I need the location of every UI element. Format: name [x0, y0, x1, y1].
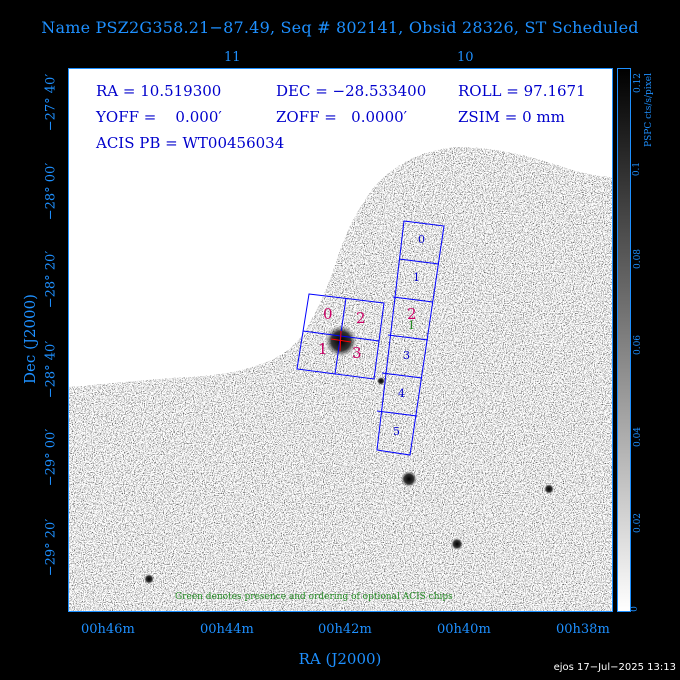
- acis-s-chip-label: 2: [407, 305, 417, 323]
- y-axis-title: Dec (J2000): [21, 294, 39, 384]
- colorbar-tick: 0.02: [633, 512, 644, 534]
- ra-readout: RA = 10.519300: [96, 82, 222, 100]
- acis-i-array: [296, 293, 385, 380]
- x-tick-label: 00h44m: [200, 622, 254, 637]
- acis-pb-readout: ACIS PB = WT00456034: [96, 134, 285, 152]
- acis-s-chip-label: 3: [403, 349, 410, 362]
- colorbar: [617, 68, 631, 612]
- roll-readout: ROLL = 97.1671: [458, 82, 586, 100]
- acis-s-chip-label: 5: [393, 425, 400, 438]
- colorbar-tick: 0.12: [633, 72, 644, 94]
- bright-source: [144, 574, 154, 584]
- bright-source: [451, 538, 463, 550]
- footer-stamp: ejos 17−Jul−2025 13:13: [553, 662, 676, 673]
- colorbar-tick: 0.1: [632, 161, 643, 177]
- acis-s-chip-label: 4: [398, 387, 405, 400]
- sky-image: [69, 69, 612, 611]
- figure-title: Name PSZ2G358.21−87.49, Seq # 802141, Ob…: [41, 18, 639, 37]
- acis-s-chip-label: 1: [413, 271, 420, 284]
- acis-s-array: [376, 220, 445, 456]
- x-axis-title: RA (J2000): [298, 650, 382, 668]
- x-tick-label: 00h42m: [318, 622, 372, 637]
- acis-i-chip-label: 0: [323, 305, 333, 323]
- acis-i-chip-label: 3: [352, 344, 362, 362]
- y-tick-label: −29° 20′: [43, 518, 59, 577]
- yoff-readout: YOFF = 0.000′: [96, 108, 222, 126]
- y-tick-label: −28° 00′: [43, 162, 59, 221]
- y-tick-label: −28° 20′: [43, 250, 59, 309]
- colorbar-tick: 0: [629, 606, 640, 612]
- colorbar-title: PSPC cts/s/pixel: [644, 73, 654, 147]
- zsim-readout: ZSIM = 0 mm: [458, 108, 565, 126]
- y-tick-label: −28° 40′: [43, 340, 59, 399]
- top-tick-label: 10: [457, 50, 474, 65]
- bright-source: [544, 484, 554, 494]
- bright-source: [401, 471, 417, 487]
- x-tick-label: 00h40m: [437, 622, 491, 637]
- zoff-readout: ZOFF = 0.0000′: [276, 108, 408, 126]
- colorbar-tick: 0.08: [633, 248, 644, 270]
- bright-source: [377, 377, 385, 385]
- optional-chip-label: 1: [408, 319, 415, 332]
- y-tick-label: −29° 00′: [43, 428, 59, 487]
- y-tick-label: −27° 40′: [43, 73, 59, 132]
- dec-readout: DEC = −28.533400: [276, 82, 427, 100]
- acis-i-chip-label: 1: [318, 340, 328, 358]
- top-tick-label: 11: [224, 50, 241, 65]
- x-tick-label: 00h46m: [81, 622, 135, 637]
- colorbar-tick: 0.06: [633, 334, 644, 356]
- optional-chips-note: Green denotes presence and ordering of o…: [175, 592, 453, 602]
- acis-i-chip-label: 2: [356, 309, 366, 327]
- x-tick-label: 00h38m: [556, 622, 610, 637]
- acis-s-chip-label: 0: [418, 233, 425, 246]
- sky-image-panel: RA = 10.519300 DEC = −28.533400 ROLL = 9…: [68, 68, 613, 612]
- colorbar-tick: 0.04: [633, 426, 644, 448]
